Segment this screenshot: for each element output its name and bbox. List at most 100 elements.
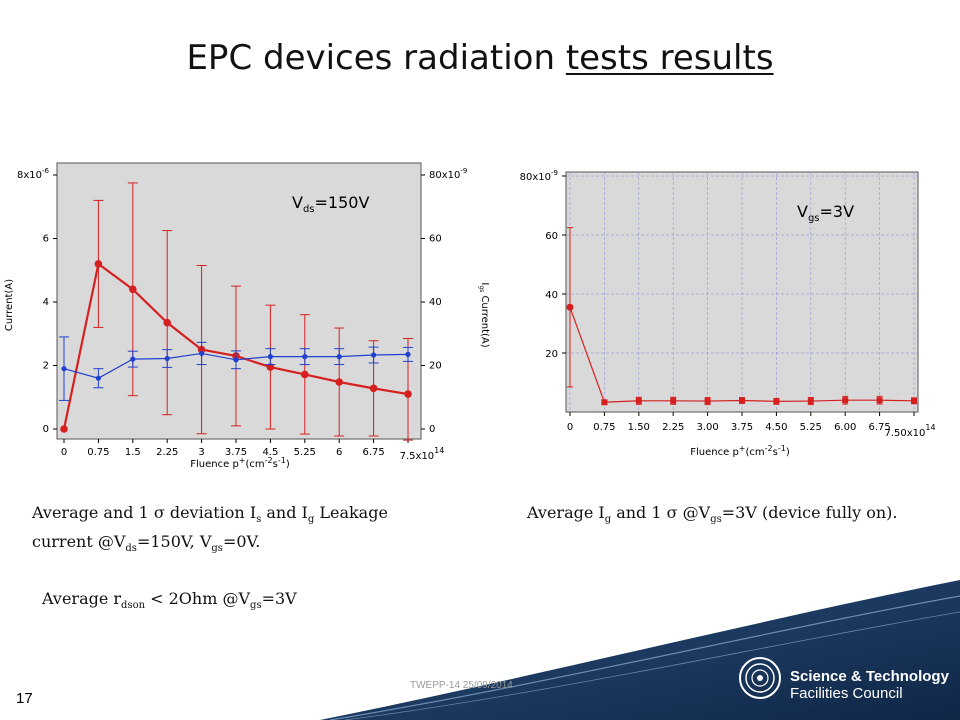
data-point: [704, 398, 711, 405]
y-right-axis-label: Igs Current(A): [478, 282, 490, 347]
x-tick-label: 5.25: [800, 422, 822, 433]
ann-sub: gs: [808, 213, 820, 224]
caption-left: Average and 1 σ deviation Is and Ig Leak…: [32, 502, 472, 560]
logo-line1: Science & Technology: [790, 668, 949, 685]
data-point: [404, 390, 412, 398]
x-tick-label: 6.75: [362, 447, 384, 458]
cap-text: and 1 σ @V: [611, 503, 711, 522]
y-left-tick-label: 0: [43, 424, 49, 435]
data-point: [336, 354, 342, 360]
y-right-tick-label: 20: [429, 361, 442, 372]
x-tick-label: 3: [198, 447, 204, 458]
data-point: [266, 363, 275, 371]
data-point: [807, 398, 814, 405]
chart-leakage-current: 0 2 4 6 8x10-6 0 20 40 60 80x10-9 0 0.75 1.5 2.25 3 3.7…: [4, 162, 490, 470]
footer-text: TWEPP-14 25/09/2014: [410, 680, 513, 691]
stfc-logo-text: Science & Technology Facilities Council: [790, 668, 949, 702]
cap-text: and I: [261, 503, 308, 522]
data-point: [670, 397, 677, 404]
cap-sub: gs: [211, 543, 223, 555]
ann-rest: =150V: [315, 193, 370, 212]
data-point: [566, 303, 574, 311]
ann-main: V: [292, 193, 303, 212]
caption-right: Average Ig and 1 σ @Vgs=3V (device fully…: [527, 502, 947, 531]
ann-rest: =3V: [820, 202, 855, 221]
x-tick-label: 4.5: [262, 447, 278, 458]
y-right-label-prefix: I: [479, 282, 490, 285]
cap-sub: g: [307, 514, 315, 526]
data-point: [129, 285, 137, 294]
x-tick-label: 6: [336, 447, 342, 458]
x-tick-label: 6.00: [834, 422, 856, 433]
cap-text: =3V: [261, 589, 297, 608]
data-point: [267, 354, 273, 360]
y-right-label-sub: gs: [478, 285, 485, 292]
x-axis-label: Fluence p+(cm-2s-1): [190, 456, 290, 470]
x-axis-label: Fluence p+(cm-2s-1): [690, 444, 790, 458]
y-tick-label: 80x10-9: [520, 169, 558, 183]
y-left-tick-label: 4: [43, 297, 49, 308]
y-left-exponent: -6: [42, 167, 50, 175]
data-point: [369, 384, 378, 393]
cap-sub: s: [256, 514, 262, 526]
cap-text: Leakage: [314, 503, 388, 522]
y-left-tick-label: 2: [43, 361, 49, 372]
y-tick-label: 40: [545, 290, 558, 301]
data-point: [739, 397, 745, 404]
ann-main: V: [797, 202, 808, 221]
y-right-label-text: Current(A): [479, 295, 490, 347]
cap-text: Average r: [42, 589, 122, 608]
x-tick-label: 2.25: [662, 422, 684, 433]
title-plain: EPC devices radiation: [186, 38, 566, 78]
x-tick-label: 5.25: [294, 447, 316, 458]
stfc-logo-icon: [739, 657, 781, 699]
x-tick-label: 7.50x1014: [884, 423, 935, 439]
data-point: [773, 398, 780, 405]
data-point: [130, 356, 136, 362]
data-point: [164, 355, 170, 362]
x-tick-label: 3.00: [696, 422, 718, 433]
x-tick-label: 3.75: [225, 447, 247, 458]
data-point: [163, 318, 171, 327]
cap-text: =150V, V: [136, 532, 212, 552]
cap-sub: g: [604, 514, 612, 526]
x-tick-label: 3.75: [731, 422, 753, 433]
cap-text: current @V: [32, 532, 126, 552]
vgs-annotation: Vgs=3V: [797, 202, 854, 224]
y-exponent: -9: [551, 169, 558, 177]
cap-sub: gs: [250, 600, 262, 612]
y-right-tick-label: 60: [429, 234, 442, 245]
data-point: [335, 378, 344, 386]
slide-number: 17: [16, 690, 33, 707]
data-point: [94, 260, 103, 268]
chart-gate-current: 20 40 60 80x10-9 0 0.75 1.50 2.25 3.00 3.75 4.50 5.…: [520, 169, 936, 458]
x-tick-label: 0.75: [87, 447, 109, 458]
cap-sub: ds: [125, 543, 137, 555]
logo-line2: Facilities Council: [790, 685, 903, 702]
data-point: [911, 397, 917, 404]
data-point: [301, 370, 309, 379]
cap-sub: gs: [710, 514, 722, 526]
cap-text: =3V (device fully on).: [721, 503, 898, 522]
y-tick-label: 60: [545, 231, 558, 242]
cap-text: < 2Ohm @V: [145, 589, 251, 608]
caption-rdson: Average rdson < 2Ohm @Vgs=3V: [42, 588, 442, 617]
x-tick-label: 0: [567, 422, 573, 433]
data-point: [302, 354, 308, 360]
cap-text: =0V.: [222, 532, 261, 552]
y-right-tick-label: 40: [429, 297, 442, 308]
data-point: [233, 357, 239, 363]
y-left-tick-label: 8x10-6: [17, 167, 50, 181]
ann-sub: ds: [303, 204, 315, 215]
data-point: [601, 399, 608, 406]
x-tick-label: 1.50: [628, 422, 650, 433]
x-tick-label: 1.5: [125, 447, 141, 458]
y-right-tick-label: 0: [429, 424, 435, 435]
x-tick-label: 6.75: [868, 422, 890, 433]
x-tick-label: 0.75: [593, 422, 615, 433]
data-point: [371, 352, 377, 358]
data-point: [199, 350, 205, 357]
vds-annotation: Vds=150V: [292, 193, 369, 215]
data-point: [61, 366, 67, 372]
slide-title: EPC devices radiation tests results: [0, 38, 960, 78]
